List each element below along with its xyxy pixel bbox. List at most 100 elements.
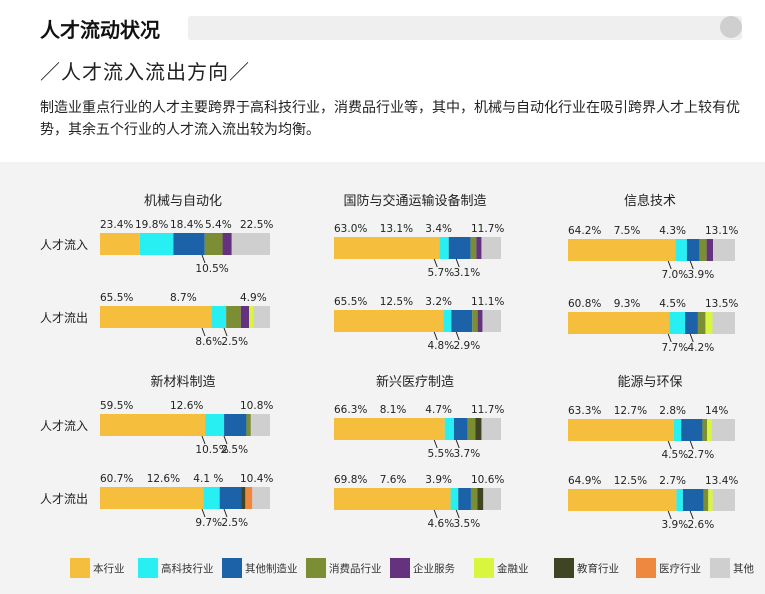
bar-segment-高科技行业	[444, 418, 454, 440]
legend-item: 消费品行业	[306, 557, 382, 579]
legend-item: 本行业	[70, 557, 125, 579]
chart-panel-5: 新兴医疗制造 66.3% 8.1% 4.7% 11.7% 5.5% 3.7% 69.8% 7.6…	[334, 374, 504, 530]
bar-segment-消费品行业	[699, 239, 707, 261]
bar-segment-其他	[712, 312, 735, 334]
data-label: 4.5%	[662, 449, 689, 461]
bar-row: 64.2% 7.5% 4.3% 13.1% 7.0% 3.9%	[568, 225, 738, 281]
data-label: 10.5%	[195, 263, 228, 275]
data-label: 59.5%	[100, 400, 133, 412]
legend-swatch	[222, 558, 242, 578]
data-label: 2.5%	[221, 336, 248, 348]
legend-swatch	[390, 558, 410, 578]
bar-segment-其他	[482, 310, 501, 332]
bar-segment-本行业	[568, 489, 677, 511]
data-label: 10.8%	[240, 400, 273, 412]
leader-line	[455, 258, 460, 268]
legend-swatch	[138, 558, 158, 578]
leader-line	[689, 440, 694, 450]
bar-segment-其他制造业	[173, 233, 205, 255]
bar-segment-金融业	[705, 312, 713, 334]
data-label: 4.9%	[240, 292, 267, 304]
chart-panel-2: 国防与交通运输设备制造 63.0% 13.1% 3.4% 11.7% 5.7% 3.1% 65…	[334, 193, 504, 352]
bar-segment-企业服务	[240, 306, 250, 328]
bar-segment-企业服务	[706, 239, 714, 261]
bar-segment-其他制造业	[453, 418, 468, 440]
bar-segment-其他	[711, 419, 735, 441]
bar-segment-金融业	[708, 489, 713, 511]
bar-segment-其他	[712, 489, 735, 511]
data-label: 2.6%	[688, 519, 715, 531]
bar-segment-消费品行业	[226, 306, 241, 328]
data-label: 4.7%	[425, 404, 452, 416]
chart-title: 机械与自动化	[144, 194, 222, 209]
data-label: 12.5%	[380, 296, 413, 308]
bar-segment-本行业	[100, 414, 206, 436]
bar-segment-消费品行业	[697, 312, 706, 334]
legend-label: 本行业	[93, 562, 125, 575]
data-label: 4.2%	[688, 342, 715, 354]
data-label: 4.5%	[659, 298, 686, 310]
data-label: 23.4%	[100, 219, 133, 231]
data-label: 10.6%	[471, 474, 504, 486]
leader-line	[201, 508, 206, 518]
bar-segment-高科技行业	[676, 489, 683, 511]
data-label: 3.4%	[425, 223, 452, 235]
bar-row: 65.5% 8.7% 4.9% 8.6% 2.5%	[100, 292, 270, 348]
leader-line	[223, 508, 228, 518]
bar-segment-金融业	[707, 419, 712, 441]
bar-segment-其他制造业	[682, 489, 704, 511]
bar-segment-医疗行业	[245, 487, 253, 509]
bar-segment-其他制造业	[686, 239, 700, 261]
bar-segment-教育行业	[241, 487, 246, 509]
data-label: 4.3%	[659, 225, 686, 237]
legend-label: 其他制造业	[245, 562, 298, 575]
leader-line	[689, 260, 694, 270]
legend-swatch	[474, 558, 494, 578]
legend-item: 教育行业	[554, 557, 619, 579]
leader-line	[433, 331, 438, 341]
bar-segment-其他	[481, 418, 501, 440]
data-label: 7.7%	[662, 342, 689, 354]
data-label: 12.5%	[614, 475, 647, 487]
bar-segment-本行业	[334, 310, 444, 332]
data-label: 60.8%	[568, 298, 601, 310]
data-label: 66.3%	[334, 404, 367, 416]
bar-segment-其他	[483, 488, 501, 510]
legend-label: 金融业	[497, 562, 529, 575]
data-label: 2.9%	[454, 340, 481, 352]
bar-segment-消费品行业	[467, 418, 476, 440]
bar-segment-其他制造业	[451, 310, 473, 332]
data-label: 64.2%	[568, 225, 601, 237]
data-label: 3.2%	[425, 296, 452, 308]
bar-segment-其他	[252, 487, 270, 509]
legend-label: 高科技行业	[161, 562, 214, 575]
data-label: 4.1 %	[193, 473, 223, 485]
bar-segment-高科技行业	[675, 239, 687, 261]
data-label: 10.4%	[240, 473, 273, 485]
leader-line	[455, 439, 460, 449]
bar-segment-企业服务	[222, 233, 232, 255]
data-label: 18.4%	[170, 219, 203, 231]
legend-item: 高科技行业	[138, 557, 214, 579]
bar-segment-企业服务	[476, 237, 482, 259]
legend-item: 其他	[710, 557, 754, 579]
bar-segment-消费品行业	[470, 488, 478, 510]
bar-segment-其他	[231, 233, 270, 255]
bar-segment-本行业	[568, 239, 676, 261]
data-label: 13.4%	[705, 475, 738, 487]
bar-segment-教育行业	[477, 488, 484, 510]
bar-row: 66.3% 8.1% 4.7% 11.7% 5.5% 3.7%	[334, 404, 504, 460]
data-label: 3.7%	[454, 448, 481, 460]
bar-segment-其他	[481, 237, 501, 259]
data-label: 9.7%	[195, 517, 222, 529]
leader-line	[455, 509, 460, 519]
data-label: 2.5%	[221, 444, 248, 456]
chart-title: 信息技术	[624, 193, 676, 209]
bar-segment-消费品行业	[204, 233, 223, 255]
bar-segment-其他	[713, 239, 735, 261]
row-label: 人才流出	[40, 311, 88, 325]
chart-title: 能源与环保	[617, 375, 682, 390]
